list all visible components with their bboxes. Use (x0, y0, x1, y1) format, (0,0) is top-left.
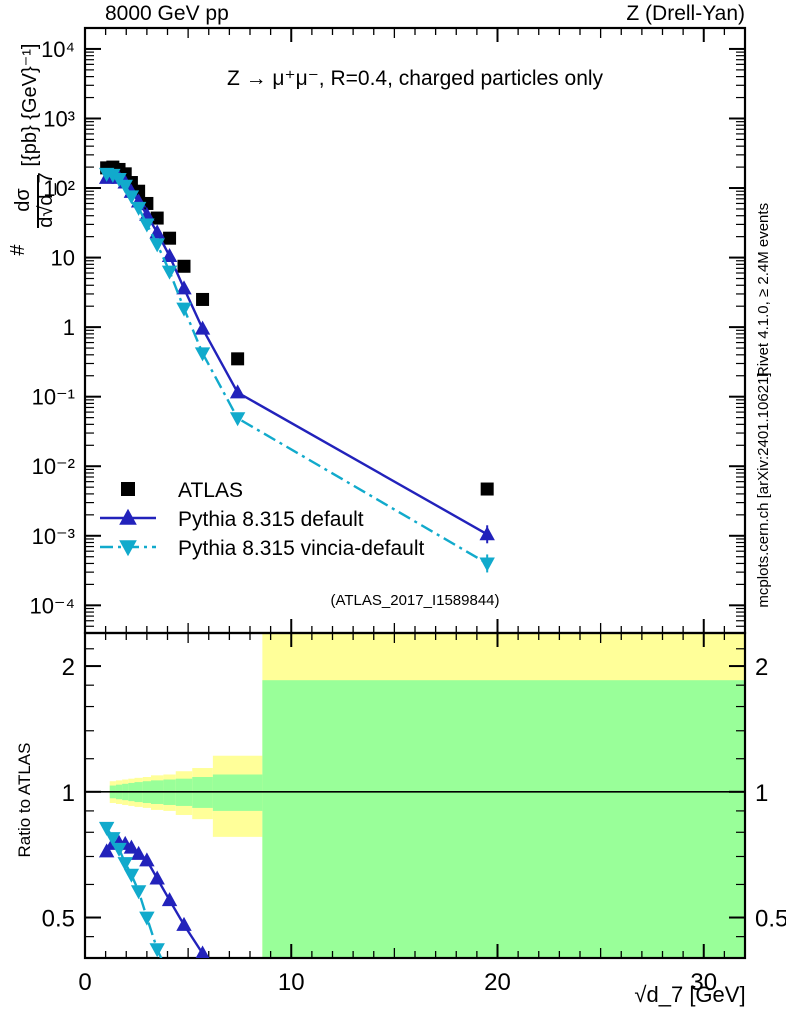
ratio-series-marker (117, 857, 133, 872)
y-tick-label: 10⁻³ (32, 524, 75, 549)
legend-item-label: Pythia 8.315 default (178, 508, 364, 531)
x-tick-label: 20 (484, 969, 511, 996)
main-series-layer (98, 160, 495, 573)
ratio-series-marker (149, 870, 165, 885)
main-series-marker (105, 168, 121, 183)
main-series-marker (176, 280, 192, 295)
ratio-series-marker (130, 885, 147, 900)
ratio-series-marker (162, 971, 177, 985)
axis-ticks (84, 27, 746, 959)
main-series-marker (150, 211, 164, 225)
main-ylabel-hash: # (7, 244, 29, 256)
main-series-line (106, 174, 488, 536)
main-series-marker (194, 320, 211, 335)
y-tick-label: 10² (43, 176, 75, 201)
inner-uncertainty-band (212, 774, 263, 811)
ratio-series-marker (176, 916, 192, 931)
ratio-series-marker (98, 843, 115, 858)
inner-uncertainty-band (262, 680, 745, 958)
y-tick-label: 10⁻² (32, 454, 75, 479)
x-tick-label: 10 (278, 969, 305, 996)
xlabel-group: √d_7 [GeV] (634, 982, 745, 1007)
ratio-y-tick-label: 2 (62, 654, 75, 681)
ratio-series-marker (149, 943, 165, 958)
rivet-version-label: Rivet 4.1.0, ≥ 2.4M events (755, 203, 772, 377)
y-tick-label: 1 (63, 315, 75, 340)
main-series-marker (123, 190, 140, 205)
main-ylabel-numerator: dσ (12, 188, 34, 212)
x-tick-label: 0 (78, 969, 91, 996)
header-process-label: Z (Drell-Yan) (626, 2, 745, 25)
header-beam-label: 8000 GeV pp (105, 2, 229, 25)
ratio-series-marker (176, 1004, 191, 1018)
ratio-series-marker (123, 868, 140, 883)
process-annotation: Z → μ⁺μ⁻, R=0.4, charged particles only (227, 67, 604, 90)
ratio-series-marker (105, 832, 121, 847)
ratio-y-tick-label: 0.5 (42, 906, 75, 933)
y-tick-label: 10 (51, 246, 75, 271)
main-series-marker (139, 218, 155, 233)
main-series-marker (480, 482, 494, 496)
ratio-series-marker (195, 945, 210, 958)
legend-marker-sample (119, 540, 137, 557)
legend-item-label: Pythia 8.315 vincia-default (178, 537, 424, 560)
analysis-watermark: (ATLAS_2017_I1589844) (330, 592, 499, 609)
mcplots-source-label: mcplots.cern.ch [arXiv:2401.10621] (755, 372, 772, 607)
main-series-marker (229, 384, 246, 399)
legend-item-label: ATLAS (178, 479, 243, 502)
legend-marker-sample (121, 482, 135, 496)
ratio-series-marker (98, 821, 115, 836)
main-series-marker (161, 265, 178, 280)
ratio-series-marker (161, 892, 178, 907)
ratio-y-tick-label: 1 (755, 780, 768, 807)
xlabel: √d_7 [GeV] (634, 982, 745, 1007)
main-series-marker (130, 201, 147, 216)
main-series-marker (176, 302, 192, 317)
main-ylabel-denominator: d√d_7 (35, 172, 57, 227)
main-series-marker (194, 347, 211, 362)
x-tick-label: 30 (690, 969, 717, 996)
main-series-marker (161, 248, 178, 263)
ratio-uncertainty-bands (85, 633, 745, 958)
ratio-ylabel: Ratio to ATLAS (15, 743, 34, 858)
ratio-series-marker (111, 842, 127, 857)
main-series-marker (117, 179, 133, 194)
y-tick-label: 10⁻⁴ (29, 593, 75, 618)
ratio-y-tick-label: 0.5 (755, 906, 786, 933)
ratio-series-marker (139, 911, 155, 926)
ratio-series-marker (139, 852, 155, 867)
ratio-series-layer (98, 821, 210, 1018)
main-series-marker (149, 238, 165, 253)
ratio-y-tick-label: 1 (62, 780, 75, 807)
ratio-y-tick-label: 2 (755, 654, 768, 681)
main-ylabel-units: [{pb} {GeV}⁻¹] (19, 44, 41, 167)
y-tick-label: 10⁴ (41, 37, 75, 62)
main-series-marker (177, 259, 191, 273)
main-series-marker (229, 412, 246, 427)
main-ylabel: # dσ d√d_7 [{pb} {GeV}⁻¹] (7, 44, 57, 256)
y-tick-label: 10⁻¹ (32, 385, 75, 410)
main-series-marker (163, 231, 177, 245)
axis-tick-labels: 0 10 20 30 10⁴ 10³ 10² 10 1 10⁻¹ 10⁻² 10⁻³ 10⁻⁴ 2 2 1 1 0… (29, 37, 786, 996)
y-tick-label: 10³ (43, 106, 75, 131)
legend: ATLAS Pythia 8.315 default Pythia 8.315 vi… (100, 479, 424, 560)
main-series-marker (196, 292, 210, 306)
ratio-series-marker (130, 845, 147, 860)
ratio-series-marker (123, 839, 140, 854)
legend-marker-sample (119, 508, 137, 525)
main-series-marker (231, 352, 245, 366)
